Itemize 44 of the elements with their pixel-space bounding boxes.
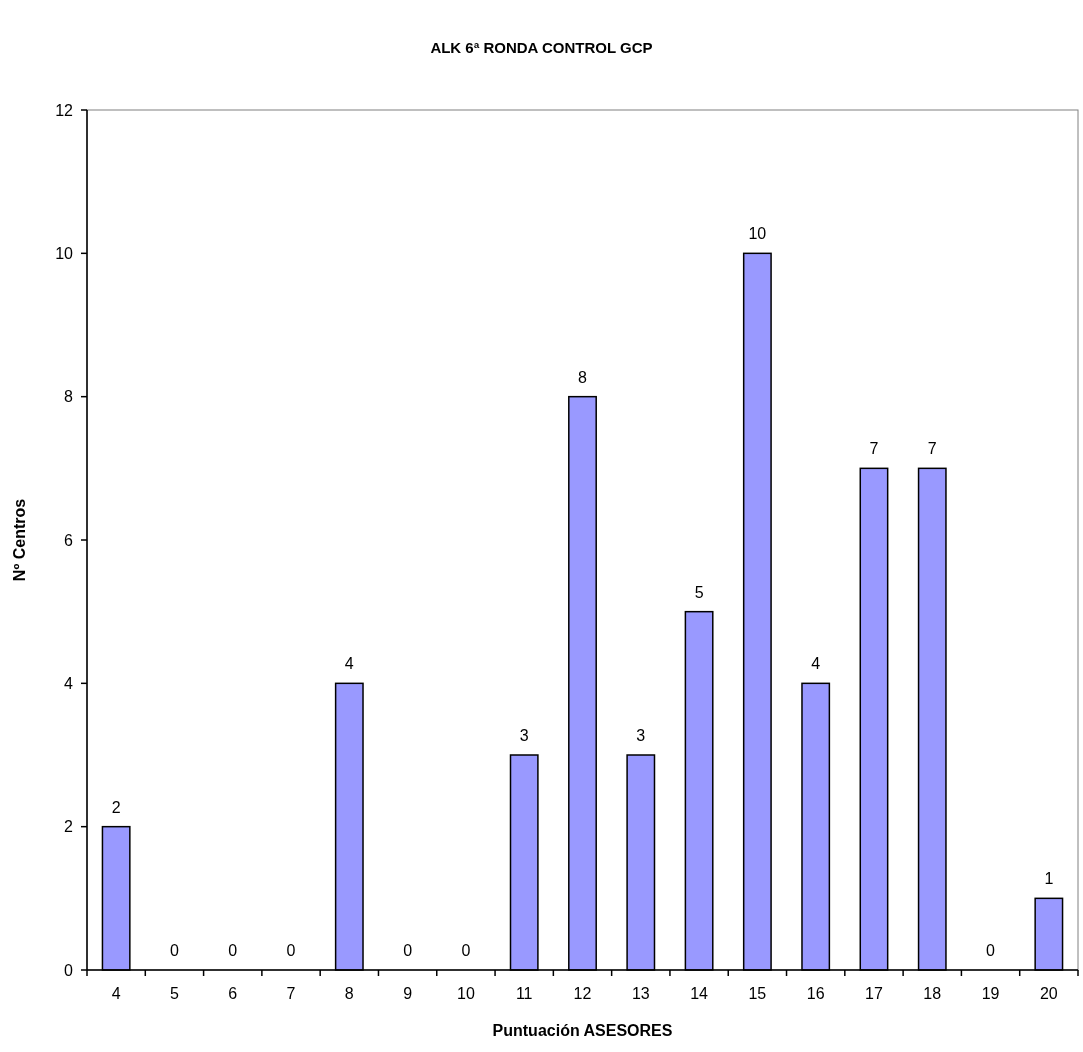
x-tick-label: 12 [573, 985, 592, 1002]
y-tick-label: 12 [55, 101, 74, 119]
x-tick-label: 5 [169, 985, 179, 1002]
y-tick-label: 8 [64, 388, 74, 406]
y-tick-label: 2 [64, 818, 74, 836]
x-tick-label: 15 [748, 985, 767, 1002]
data-label: 1 [1044, 870, 1054, 888]
x-tick-label: 11 [515, 985, 533, 1002]
data-label: 3 [519, 727, 529, 744]
x-tick-label: 9 [403, 985, 413, 1002]
x-tick-label: 18 [923, 985, 942, 1002]
data-label: 2 [111, 798, 121, 816]
data-label: 10 [748, 225, 767, 243]
x-tick-label: 20 [1039, 985, 1058, 1002]
data-label: 0 [986, 942, 996, 959]
data-label: 0 [228, 942, 238, 959]
y-tick-label: 6 [64, 531, 74, 549]
x-tick-label: 10 [457, 985, 475, 1002]
x-tick-label: 19 [981, 985, 1000, 1002]
x-tick-label: 17 [865, 985, 883, 1002]
data-label: 5 [694, 583, 704, 601]
x-tick-label: 4 [111, 985, 121, 1002]
x-tick-label: 13 [631, 985, 650, 1002]
y-tick-label: 10 [55, 244, 74, 262]
chart-title: ALK 6ª RONDA CONTROL GCP [430, 39, 653, 56]
data-label: 0 [169, 942, 179, 959]
y-tick-label: 4 [64, 674, 74, 692]
data-label: 3 [636, 727, 646, 744]
data-label: 8 [578, 368, 588, 386]
data-label: 4 [811, 655, 821, 673]
x-tick-label: 16 [806, 985, 825, 1002]
x-axis-title: Puntuación ASESORES [492, 1022, 673, 1039]
data-label: 4 [344, 655, 354, 673]
x-tick-label: 6 [228, 985, 238, 1002]
y-axis-title: Nº Centros [11, 498, 28, 582]
data-label: 0 [403, 942, 413, 959]
data-label: 7 [927, 440, 937, 458]
data-label: 0 [461, 942, 471, 959]
data-label: 0 [286, 942, 296, 959]
x-tick-label: 7 [286, 985, 296, 1002]
x-tick-label: 14 [690, 985, 709, 1002]
y-tick-label: 0 [64, 961, 74, 979]
data-label: 7 [869, 440, 879, 458]
x-tick-label: 8 [344, 985, 354, 1002]
